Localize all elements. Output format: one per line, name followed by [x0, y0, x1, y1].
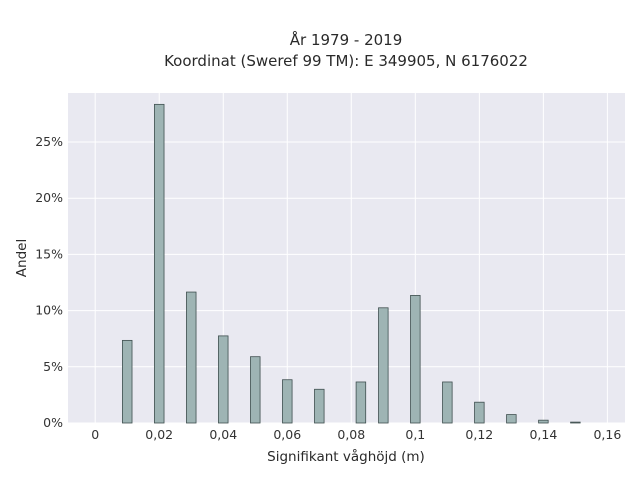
histogram-bar	[570, 421, 581, 424]
x-axis-ticks: 0 0,02 0,04 0,06 0,08 0,1 0,12 0,14 0,16	[91, 427, 621, 442]
x-tick-label: 0,06	[273, 427, 301, 442]
histogram-bar	[282, 379, 293, 424]
histogram-bar	[410, 295, 421, 424]
y-tick-label: 0%	[43, 415, 63, 430]
histogram-bar	[122, 339, 133, 424]
y-tick-label: 10%	[35, 303, 63, 318]
y-tick-label: 15%	[35, 246, 63, 261]
histogram-bar	[538, 419, 549, 424]
x-tick-label: 0,14	[529, 427, 557, 442]
y-tick-label: 20%	[35, 190, 63, 205]
chart-title-line-2: Koordinat (Sweref 99 TM): E 349905, N 61…	[164, 52, 528, 70]
x-tick-label: 0,12	[465, 427, 493, 442]
histogram-bar	[355, 381, 367, 424]
histogram-bar	[218, 335, 229, 424]
histogram-bar	[314, 388, 325, 424]
y-axis-ticks: 0% 5% 10% 15% 20% 25%	[35, 134, 63, 430]
x-tick-label: 0	[91, 427, 99, 442]
x-tick-label: 0,04	[209, 427, 237, 442]
y-tick-label: 25%	[35, 134, 63, 149]
x-tick-label: 0,08	[337, 427, 365, 442]
histogram-bar	[378, 307, 389, 424]
x-tick-label: 0,02	[145, 427, 173, 442]
histogram-bar	[186, 291, 197, 424]
histogram-bar	[154, 103, 165, 424]
bars	[122, 103, 581, 424]
chart-title-line-1: År 1979 - 2019	[290, 30, 403, 49]
y-axis-label: Andel	[14, 239, 30, 277]
histogram-bar	[442, 381, 453, 424]
histogram-bar	[474, 401, 485, 424]
x-axis-label: Signifikant våghöjd (m)	[267, 448, 425, 465]
y-tick-label: 5%	[43, 359, 63, 374]
x-tick-label: 0,1	[405, 427, 425, 442]
histogram-bar	[250, 356, 261, 424]
x-tick-label: 0,16	[593, 427, 621, 442]
grid-lines	[68, 93, 625, 424]
histogram-bar	[506, 414, 517, 424]
